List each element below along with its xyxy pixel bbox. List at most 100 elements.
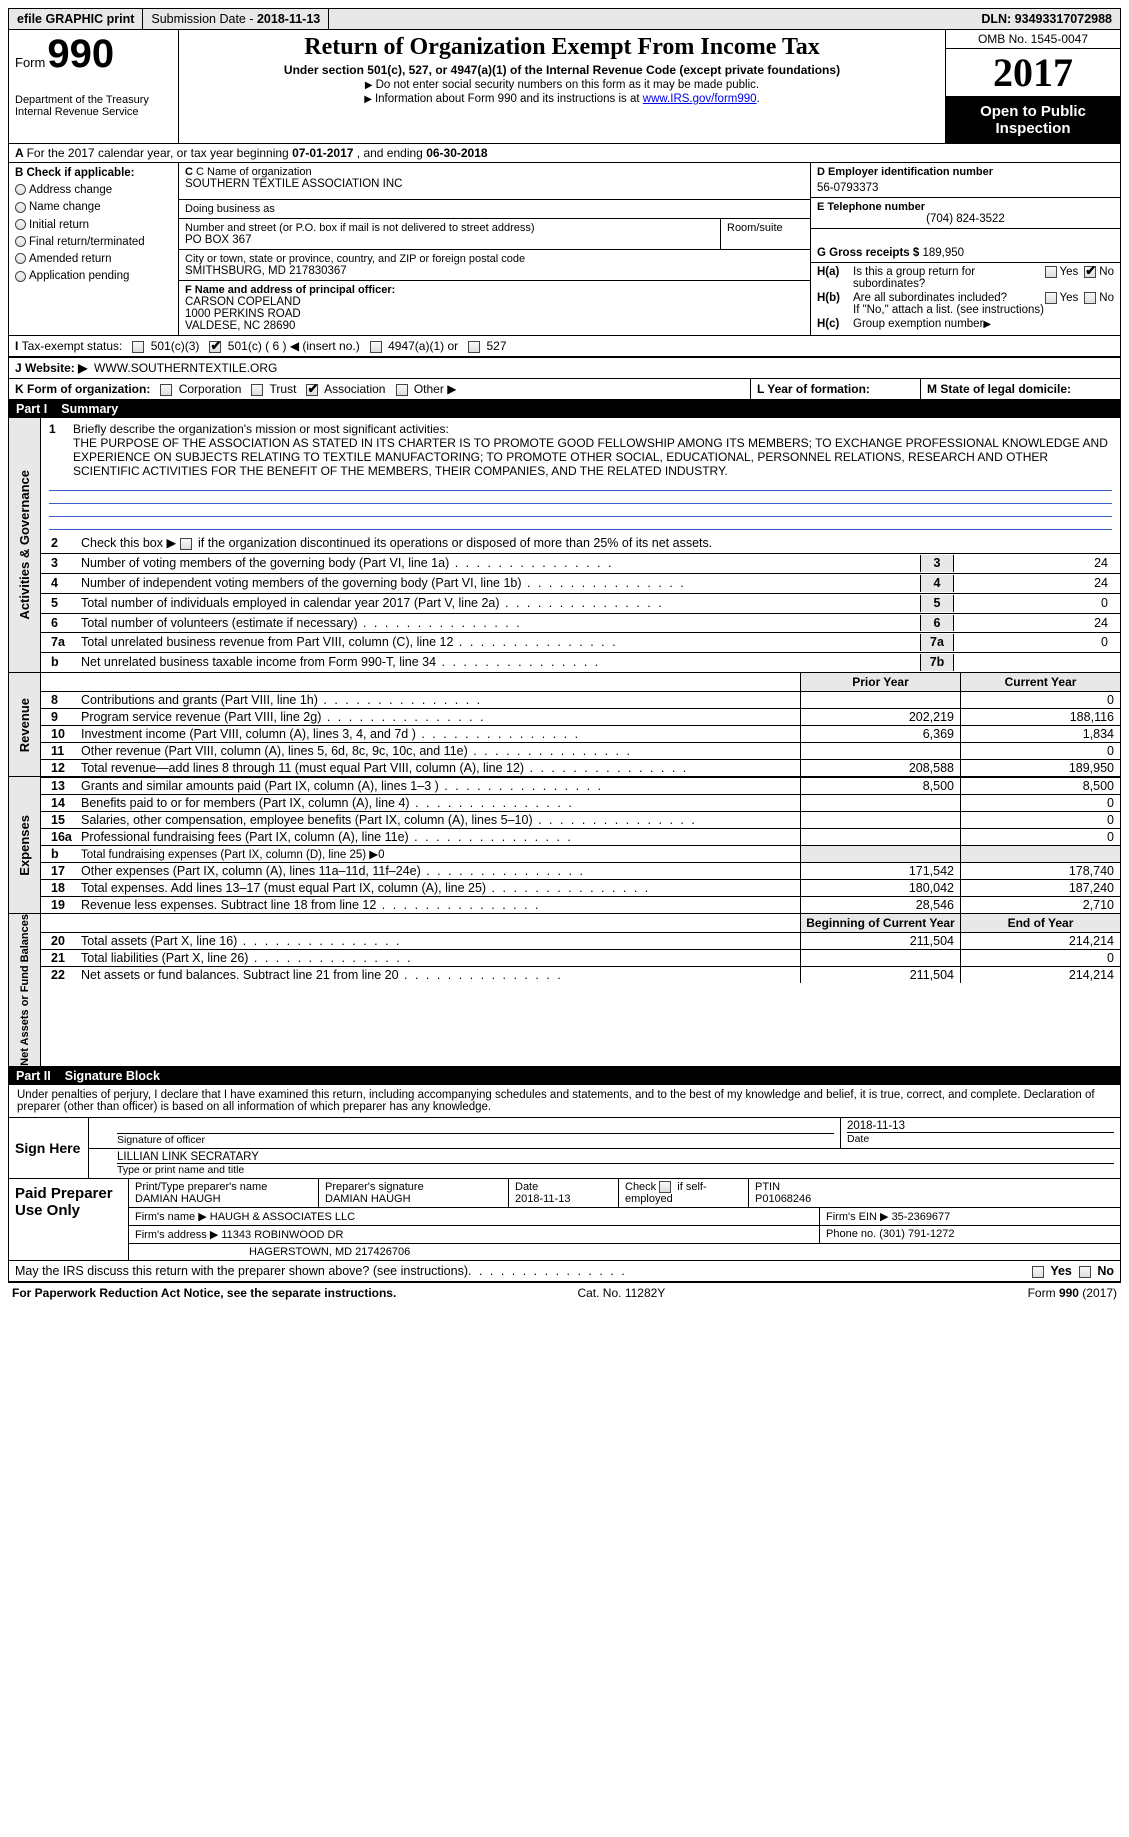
- ein-cell: D Employer identification number 56-0793…: [811, 163, 1120, 198]
- form-subtitle: Under section 501(c), 527, or 4947(a)(1)…: [183, 63, 941, 77]
- line-11: 11Other revenue (Part VIII, column (A), …: [41, 742, 1120, 759]
- activities-governance-block: Activities & Governance 1Briefly describ…: [8, 418, 1121, 673]
- revenue-block: Revenue Prior Year Current Year 8Contrib…: [8, 673, 1121, 777]
- summary-line-7a: 7aTotal unrelated business revenue from …: [41, 632, 1120, 652]
- check-corporation[interactable]: Corporation: [160, 382, 241, 396]
- year-formation: L Year of formation:: [750, 379, 920, 399]
- line-22: 22Net assets or fund balances. Subtract …: [41, 966, 1120, 983]
- main-info-grid: B Check if applicable: Address change Na…: [8, 163, 1121, 336]
- form990-link[interactable]: www.IRS.gov/form990: [643, 93, 757, 105]
- part-ii-header: Part IISignature Block: [8, 1067, 1121, 1085]
- summary-line-4: 4Number of independent voting members of…: [41, 573, 1120, 593]
- dln: DLN: 93493317072988: [973, 9, 1120, 29]
- dba-cell: Doing business as: [179, 200, 810, 219]
- check-501c3[interactable]: 501(c)(3): [132, 339, 199, 353]
- paid-preparer-row: Paid Preparer Use Only Print/Type prepar…: [9, 1178, 1120, 1260]
- line-12: 12Total revenue—add lines 8 through 11 (…: [41, 759, 1120, 776]
- omb-number: OMB No. 1545-0047: [946, 30, 1120, 49]
- check-amended-return[interactable]: Amended return: [15, 251, 172, 268]
- net-assets-header: Beginning of Current Year End of Year: [41, 914, 1120, 932]
- row-i-tax-exempt: I Tax-exempt status: 501(c)(3) 501(c) ( …: [8, 336, 1121, 358]
- check-4947[interactable]: 4947(a)(1) or: [370, 339, 458, 353]
- summary-line-3: 3Number of voting members of the governi…: [41, 553, 1120, 573]
- section-a-tax-year: A For the 2017 calendar year, or tax yea…: [8, 144, 1121, 163]
- tax-year: 2017: [946, 49, 1120, 97]
- state-domicile: M State of legal domicile:: [920, 379, 1120, 399]
- line-14: 14Benefits paid to or for members (Part …: [41, 794, 1120, 811]
- row-j-website: J Website: ▶ WWW.SOUTHERNTEXTILE.ORG: [8, 358, 1121, 379]
- discuss-yes[interactable]: Yes: [1032, 1264, 1072, 1278]
- discuss-no[interactable]: No: [1079, 1264, 1114, 1278]
- header-center: Return of Organization Exempt From Incom…: [179, 30, 945, 143]
- row-k-form-org: K Form of organization: Corporation Trus…: [8, 379, 1121, 400]
- line-17: 17Other expenses (Part IX, column (A), l…: [41, 862, 1120, 879]
- expenses-block: Expenses 13Grants and similar amounts pa…: [8, 777, 1121, 914]
- discuss-with-preparer: May the IRS discuss this return with the…: [8, 1261, 1121, 1282]
- line-15: 15Salaries, other compensation, employee…: [41, 811, 1120, 828]
- phone-cell: E Telephone number (704) 824-3522: [811, 198, 1120, 229]
- check-other[interactable]: Other ▶: [396, 382, 457, 396]
- mission-description: 1Briefly describe the organization's mis…: [41, 418, 1120, 534]
- form-header: Form 990 Department of the Treasury Inte…: [8, 30, 1121, 144]
- instr-1: Do not enter social security numbers on …: [183, 79, 941, 91]
- line-19: 19Revenue less expenses. Subtract line 1…: [41, 896, 1120, 913]
- efile-label: efile GRAPHIC print: [9, 9, 143, 29]
- city-cell: City or town, state or province, country…: [179, 250, 810, 281]
- check-final-return[interactable]: Final return/terminated: [15, 234, 172, 251]
- line-10: 10Investment income (Part VIII, column (…: [41, 725, 1120, 742]
- column-d-to-h: D Employer identification number 56-0793…: [810, 163, 1120, 335]
- page-footer: For Paperwork Reduction Act Notice, see …: [8, 1282, 1121, 1303]
- form-number: Form 990: [15, 34, 172, 74]
- side-label-net-assets: Net Assets or Fund Balances: [9, 914, 41, 1066]
- top-bar: efile GRAPHIC print Submission Date - 20…: [8, 8, 1121, 30]
- sign-here-row: Sign Here Signature of officer 2018-11-1…: [9, 1118, 1120, 1178]
- column-c-org-info: C C Name of organization SOUTHERN TEXTIL…: [179, 163, 810, 335]
- check-trust[interactable]: Trust: [251, 382, 296, 396]
- h-group-cell: H(a) Is this a group return for subordin…: [811, 263, 1120, 335]
- treasury-dept: Department of the Treasury Internal Reve…: [15, 94, 172, 118]
- line-8: 8Contributions and grants (Part VIII, li…: [41, 691, 1120, 708]
- hb-no[interactable]: No: [1084, 292, 1114, 304]
- side-label-revenue: Revenue: [9, 673, 41, 776]
- street-cell: Number and street (or P.O. box if mail i…: [179, 219, 810, 250]
- instr-2: Information about Form 990 and its instr…: [183, 93, 941, 105]
- line-2-discontinue: 2 Check this box ▶ if the organization d…: [41, 534, 1120, 553]
- check-initial-return[interactable]: Initial return: [15, 217, 172, 234]
- side-label-expenses: Expenses: [9, 777, 41, 913]
- header-left: Form 990 Department of the Treasury Inte…: [9, 30, 179, 143]
- open-public-badge: Open to Public Inspection: [946, 97, 1120, 143]
- org-name-cell: C C Name of organization SOUTHERN TEXTIL…: [179, 163, 810, 200]
- side-label-activities: Activities & Governance: [9, 418, 41, 672]
- check-name-change[interactable]: Name change: [15, 199, 172, 216]
- check-self-employed[interactable]: [659, 1181, 671, 1193]
- ha-yes[interactable]: Yes: [1045, 266, 1079, 278]
- form-title: Return of Organization Exempt From Incom…: [183, 34, 941, 61]
- part-i-header: Part ISummary: [8, 400, 1121, 418]
- summary-line-5: 5Total number of individuals employed in…: [41, 593, 1120, 613]
- submission-date: Submission Date - 2018-11-13: [143, 9, 329, 29]
- ha-no[interactable]: No: [1084, 266, 1114, 278]
- line-16a: 16aProfessional fundraising fees (Part I…: [41, 828, 1120, 845]
- check-association[interactable]: Association: [306, 382, 385, 396]
- summary-line-b: bNet unrelated business taxable income f…: [41, 652, 1120, 672]
- check-discontinued[interactable]: [180, 538, 192, 550]
- net-assets-block: Net Assets or Fund Balances Beginning of…: [8, 914, 1121, 1067]
- check-501c[interactable]: 501(c) ( 6 ) ◀ (insert no.): [209, 339, 359, 353]
- summary-line-6: 6Total number of volunteers (estimate if…: [41, 613, 1120, 633]
- revenue-header: Prior Year Current Year: [41, 673, 1120, 691]
- hb-yes[interactable]: Yes: [1045, 292, 1079, 304]
- check-527[interactable]: 527: [468, 339, 506, 353]
- check-application-pending[interactable]: Application pending: [15, 268, 172, 285]
- line-13: 13Grants and similar amounts paid (Part …: [41, 777, 1120, 794]
- header-right: OMB No. 1545-0047 2017 Open to Public In…: [945, 30, 1120, 143]
- gross-receipts-cell: G Gross receipts $ 189,950: [811, 229, 1120, 263]
- officer-cell: F Name and address of principal officer:…: [179, 281, 810, 335]
- line-18: 18Total expenses. Add lines 13–17 (must …: [41, 879, 1120, 896]
- signature-block: Under penalties of perjury, I declare th…: [8, 1085, 1121, 1261]
- check-address-change[interactable]: Address change: [15, 182, 172, 199]
- perjury-declaration: Under penalties of perjury, I declare th…: [9, 1085, 1120, 1118]
- column-b-checkboxes: B Check if applicable: Address change Na…: [9, 163, 179, 335]
- line-21: 21Total liabilities (Part X, line 26)0: [41, 949, 1120, 966]
- line-20: 20Total assets (Part X, line 16)211,5042…: [41, 932, 1120, 949]
- line-16b: bTotal fundraising expenses (Part IX, co…: [41, 845, 1120, 862]
